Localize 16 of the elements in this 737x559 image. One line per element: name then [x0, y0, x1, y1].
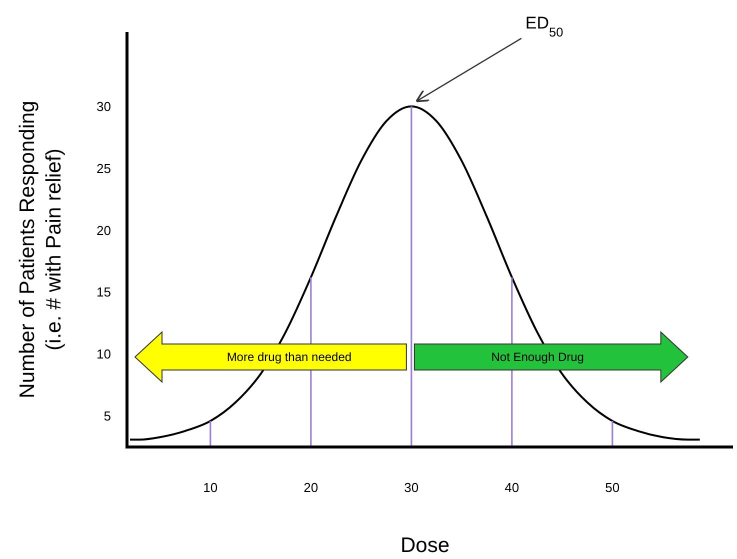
x-tick-label: 40: [504, 480, 520, 495]
y-tick-label: 5: [104, 408, 111, 424]
y-tick-label: 10: [96, 346, 111, 362]
x-tick-label: 10: [203, 480, 218, 495]
x-tick-label: 20: [304, 480, 318, 495]
annotation: Not Enough Drug: [491, 350, 584, 364]
x-tick-label: 50: [605, 480, 620, 495]
y-tick-label: 20: [96, 222, 111, 238]
y-tick-label: 25: [96, 160, 111, 176]
y-tick-label: 15: [96, 284, 111, 300]
x-tick-label: 30: [404, 480, 419, 495]
annotation: ED$_{50}$: [525, 13, 564, 39]
x-axis-title: Dose: [400, 534, 450, 557]
annotation: More drug than needed: [226, 350, 352, 364]
y-axis-title: Number of Patients Responding (i.e. # with Pain relief): [16, 100, 66, 398]
y-tick-label: 30: [96, 98, 111, 114]
